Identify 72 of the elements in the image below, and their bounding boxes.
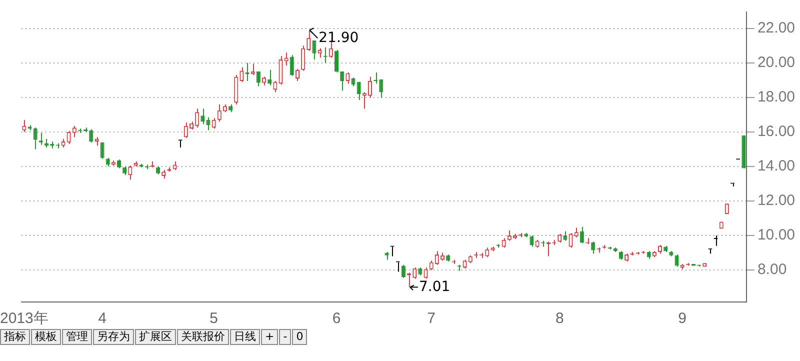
y-tick-label: 10.00 xyxy=(757,226,796,244)
candlestick xyxy=(33,127,38,150)
candlestick xyxy=(346,72,350,84)
candlestick xyxy=(295,68,300,82)
text: 管理 xyxy=(62,329,92,345)
x-tick-label: 7 xyxy=(427,310,436,328)
x-tick-label: 4 xyxy=(98,310,106,328)
candlestick xyxy=(217,104,222,122)
candlestick xyxy=(568,232,573,248)
candlestick xyxy=(240,66,244,82)
candlestick xyxy=(334,49,339,73)
text: 另存为 xyxy=(93,329,134,345)
candlestick xyxy=(485,247,490,258)
text: 扩展区 xyxy=(135,329,176,345)
text: 指标 xyxy=(0,329,30,345)
annotation: 21.90 xyxy=(318,30,359,46)
candlestick xyxy=(379,78,384,98)
candlestick xyxy=(412,266,417,280)
candlestick xyxy=(206,116,210,131)
candlestick xyxy=(434,250,439,266)
candlestick xyxy=(256,71,260,87)
candlestick xyxy=(100,142,104,160)
text: + xyxy=(261,329,278,345)
candlestick xyxy=(128,165,132,180)
y-tick-label: 14.00 xyxy=(757,158,796,175)
candlestick xyxy=(284,52,288,66)
x-tick-label: 9 xyxy=(678,310,686,328)
text: 模板 xyxy=(31,329,61,345)
candlestick xyxy=(273,80,278,93)
candlestick xyxy=(200,108,205,125)
candlestick xyxy=(212,118,216,130)
candlestick xyxy=(507,230,512,242)
annotation: 7.01 xyxy=(419,278,450,295)
candlestick xyxy=(195,108,200,128)
x-tick-label: 2013年 xyxy=(0,310,48,328)
candlestick xyxy=(312,40,316,60)
candlestick xyxy=(340,71,344,92)
candlestick xyxy=(66,130,71,145)
text: - xyxy=(279,329,292,345)
candlestick xyxy=(429,260,434,271)
candlestick xyxy=(424,266,428,280)
text: 关联报价 xyxy=(177,329,229,345)
y-tick-label: 18.00 xyxy=(757,88,796,106)
candlestick xyxy=(290,54,294,76)
candlestick xyxy=(278,56,283,85)
candlestick xyxy=(72,125,76,138)
candlestick xyxy=(318,48,322,58)
candlestick xyxy=(530,235,534,248)
candlestick xyxy=(502,238,506,248)
x-tick-label: 5 xyxy=(210,310,218,328)
candlestick xyxy=(674,254,679,268)
y-tick-label: 16.00 xyxy=(757,123,796,140)
candlestick xyxy=(401,264,406,278)
text: 0 xyxy=(292,329,308,345)
candlestick xyxy=(563,230,568,242)
candlestick xyxy=(591,241,596,254)
candlestick xyxy=(184,122,188,139)
candlestick xyxy=(580,226,584,244)
candlestick xyxy=(89,128,94,143)
candlestick xyxy=(234,74,238,105)
y-tick-label: 22.00 xyxy=(757,20,796,37)
y-tick-label: 12.00 xyxy=(757,192,796,210)
text: 日线 xyxy=(230,329,260,345)
candlestick xyxy=(301,45,306,72)
candlestick xyxy=(356,81,361,101)
candlestick xyxy=(306,30,311,52)
candlestick xyxy=(368,76,372,98)
candlestick xyxy=(574,227,578,238)
y-tick-label: 8.00 xyxy=(757,261,787,278)
y-tick-label: 20.00 xyxy=(757,54,796,72)
x-tick-label: 8 xyxy=(555,310,564,328)
x-tick-label: 6 xyxy=(332,310,341,328)
